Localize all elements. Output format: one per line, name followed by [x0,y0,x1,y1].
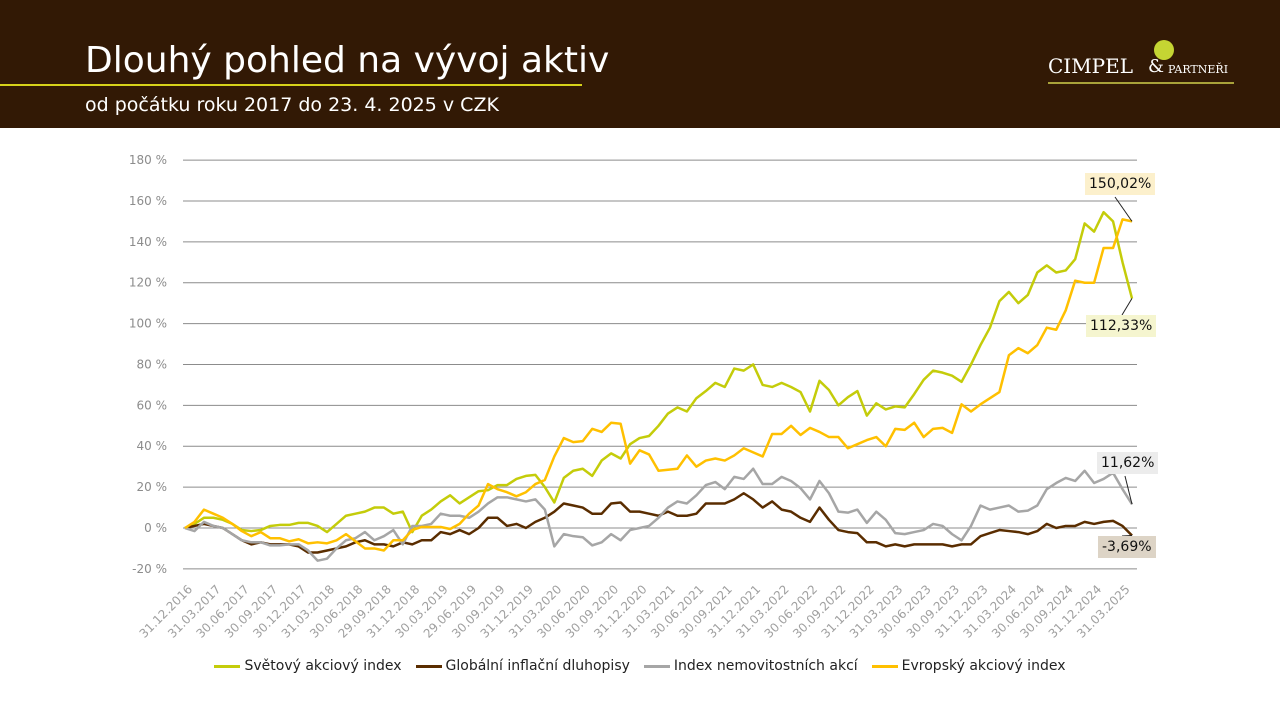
y-tick-label: 0 % [144,521,167,535]
company-logo: CIMPEL & PARTNEŘI [1048,40,1234,86]
y-tick-label: 80 % [137,357,168,371]
legend-label: Evropský akciový index [901,658,1066,674]
title-underline [0,84,582,86]
y-tick-label: 160 % [129,194,167,208]
legend-swatch [643,664,670,668]
y-tick-label: 120 % [129,276,167,290]
chart-legend: Světový akciový index Globální inflační d… [0,658,1280,674]
series-line-1 [184,492,1133,554]
y-tick-label: 20 % [137,480,168,494]
data-label-leader [1124,475,1133,505]
legend-item: Index nemovitostních akcí [643,658,858,674]
legend-swatch [415,664,442,668]
logo-ampersand: & [1148,56,1165,77]
legend-swatch [214,664,241,668]
y-tick-label: 180 % [129,153,167,167]
legend-item: Globální inflační dluhopisy [415,658,630,674]
page-subtitle: od počátku roku 2017 do 23. 4. 2025 v CZ… [85,94,499,116]
legend-label: Světový akciový index [244,658,402,674]
header-bar [0,0,1280,128]
page-title: Dlouhý pohled na vývoj aktiv [85,40,610,81]
logo-main: CIMPEL [1048,54,1134,78]
y-tick-label: 140 % [129,235,167,249]
data-label: 150,02% [1085,173,1156,195]
y-tick-label: 100 % [129,317,167,331]
y-tick-label: 40 % [137,439,168,453]
data-label: 112,33% [1086,315,1157,337]
series-line-3 [184,218,1133,552]
legend-label: Globální inflační dluhopisy [445,658,630,674]
legend-swatch [871,664,898,668]
data-label-leader [1114,196,1133,222]
data-label-leader [1121,298,1133,316]
legend-label: Index nemovitostních akcí [673,658,858,674]
y-tick-label: -20 % [132,562,167,576]
data-label: -3,69% [1098,536,1156,558]
legend-item: Evropský akciový index [871,658,1066,674]
logo-leaf-icon [1154,40,1174,60]
logo-underline [1048,82,1234,84]
legend-item: Světový akciový index [214,658,402,674]
y-tick-label: 60 % [137,398,168,412]
data-label: 11,62% [1097,452,1159,474]
series-line-2 [184,467,1134,562]
logo-sub: PARTNEŘI [1168,63,1229,76]
series-line-0 [184,210,1134,534]
